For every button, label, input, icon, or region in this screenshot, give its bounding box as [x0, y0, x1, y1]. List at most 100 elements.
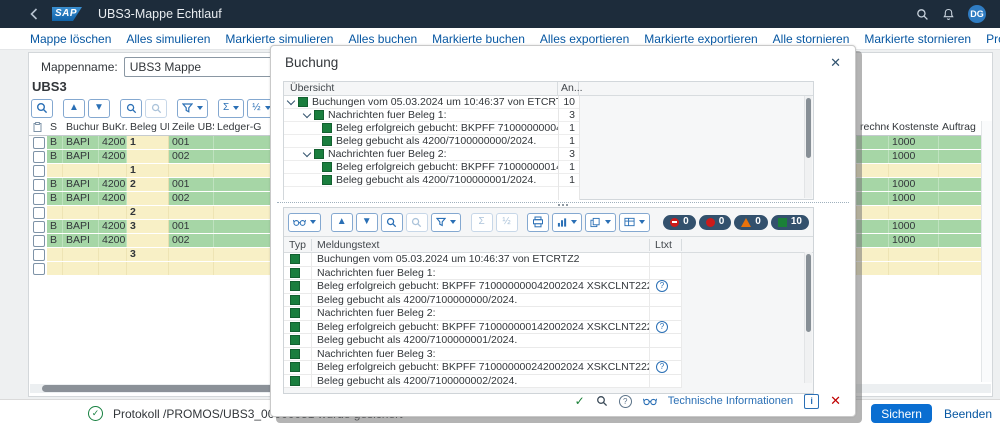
- message-row[interactable]: Beleg gebucht als 4200/7100000000/2024.: [284, 293, 813, 307]
- col-header-meldungstext[interactable]: Meldungstext: [312, 238, 650, 251]
- menu-item[interactable]: Alles simulieren: [126, 31, 211, 46]
- message-row[interactable]: Beleg gebucht als 4200/7100000001/2024.: [284, 334, 813, 348]
- col-header-bukr[interactable]: BuKr.: [99, 121, 127, 135]
- message-row[interactable]: Beleg gebucht als 4200/7100000002/2024.: [284, 374, 813, 388]
- exit-button[interactable]: Beenden: [943, 406, 992, 421]
- sort-ascending-button[interactable]: ▲: [63, 98, 85, 118]
- message-count-filter[interactable]: 0: [663, 214, 696, 230]
- overview-scrollbar[interactable]: [804, 96, 812, 198]
- row-checkbox[interactable]: [33, 193, 45, 205]
- col-header-kostenstelle[interactable]: Kostenstelle: [889, 121, 939, 135]
- row-checkbox[interactable]: [33, 151, 45, 163]
- row-checkbox[interactable]: [33, 249, 45, 261]
- col-header-rechnen[interactable]: rechnen: [857, 121, 889, 135]
- row-checkbox[interactable]: [33, 235, 45, 247]
- sort-descending-button[interactable]: ▼: [88, 98, 110, 118]
- message-count-filter[interactable]: 0: [698, 214, 732, 230]
- menu-item[interactable]: Markierte buchen: [432, 31, 525, 46]
- message-count-filter[interactable]: 0: [734, 214, 768, 230]
- bell-icon[interactable]: [942, 8, 955, 21]
- menu-item[interactable]: Markierte exportieren: [644, 31, 758, 46]
- overview-tree-row[interactable]: Beleg erfolgreich gebucht: BKPFF 7100000…: [284, 122, 813, 135]
- menu-item[interactable]: Alles buchen: [348, 31, 418, 46]
- splitter-handle[interactable]: [277, 202, 849, 209]
- overview-tree-row[interactable]: Nachrichten fuer Beleg 2: 3: [284, 148, 813, 161]
- count-col-header[interactable]: An...: [558, 82, 583, 95]
- col-header-typ[interactable]: Typ: [284, 238, 312, 251]
- close-icon[interactable]: ✕: [830, 54, 841, 70]
- find-next-button[interactable]: [145, 98, 167, 118]
- info-icon[interactable]: [804, 393, 820, 409]
- find-next-button[interactable]: [405, 212, 428, 232]
- find-button[interactable]: [120, 98, 142, 118]
- message-row[interactable]: Nachrichten fuer Beleg 1:: [284, 266, 813, 280]
- col-header-ltxt[interactable]: Ltxt: [650, 238, 682, 251]
- row-checkbox[interactable]: [33, 263, 45, 275]
- save-button[interactable]: Sichern: [871, 404, 932, 423]
- search-icon[interactable]: [916, 8, 929, 21]
- message-row[interactable]: Buchungen vom 05.03.2024 um 10:46:37 von…: [284, 253, 813, 267]
- row-checkbox[interactable]: [33, 207, 45, 219]
- sum-button[interactable]: Σ: [470, 212, 493, 232]
- subtotal-button[interactable]: ½: [495, 212, 518, 232]
- sum-button[interactable]: Σ: [218, 98, 245, 118]
- vertical-scrollbar[interactable]: [981, 121, 992, 382]
- user-avatar[interactable]: DG: [968, 5, 986, 23]
- row-checkbox[interactable]: [33, 179, 45, 191]
- message-scrollbar[interactable]: [804, 252, 812, 383]
- layout-button[interactable]: [618, 212, 650, 232]
- print-button[interactable]: [527, 212, 550, 232]
- menu-item[interactable]: Protokoll: [986, 31, 1000, 46]
- help-icon[interactable]: [618, 394, 632, 408]
- overview-tree-row[interactable]: Buchungen vom 05.03.2024 um 10:46:37 von…: [284, 96, 813, 109]
- menu-item[interactable]: Markierte stornieren: [864, 31, 972, 46]
- glasses-icon[interactable]: [642, 397, 657, 406]
- message-row[interactable]: Beleg erfolgreich gebucht: BKPFF 7100000…: [284, 280, 813, 294]
- technical-info-link[interactable]: Technische Informationen: [667, 395, 794, 407]
- cancel-icon[interactable]: ✕: [830, 393, 841, 408]
- expand-chevron-icon[interactable]: [286, 97, 296, 107]
- sort-descending-button[interactable]: ▼: [355, 212, 378, 232]
- filter-button[interactable]: [177, 98, 208, 118]
- menu-item[interactable]: Markierte simulieren: [225, 31, 334, 46]
- menu-item[interactable]: Alles exportieren: [539, 31, 630, 46]
- details-button[interactable]: [31, 98, 53, 118]
- display-button[interactable]: [288, 212, 321, 232]
- zoom-icon[interactable]: [596, 395, 608, 407]
- back-icon[interactable]: [30, 8, 38, 20]
- long-text-icon[interactable]: [656, 361, 668, 374]
- overview-tree-row[interactable]: Beleg gebucht als 4200/7100000001/2024. …: [284, 174, 813, 187]
- menu-item[interactable]: Alle stornieren: [772, 31, 850, 46]
- message-row[interactable]: Nachrichten fuer Beleg 3:: [284, 347, 813, 361]
- sort-ascending-button[interactable]: ▲: [330, 212, 353, 232]
- message-scrollbar-thumb[interactable]: [806, 254, 811, 332]
- message-row[interactable]: Nachrichten fuer Beleg 2:: [284, 307, 813, 321]
- col-header-buchung[interactable]: Buchung: [63, 121, 99, 135]
- col-header-zeile[interactable]: Zeile UBS: [169, 121, 214, 135]
- row-checkbox[interactable]: [33, 221, 45, 233]
- expand-chevron-icon[interactable]: [302, 149, 312, 159]
- copy-button[interactable]: [585, 212, 616, 232]
- find-button[interactable]: [380, 212, 403, 232]
- select-all-icon[interactable]: [29, 121, 47, 135]
- chart-button[interactable]: [552, 212, 583, 232]
- menu-item[interactable]: Mappe löschen: [30, 31, 112, 46]
- overview-tree-row[interactable]: Beleg erfolgreich gebucht: BKPFF 7100000…: [284, 161, 813, 174]
- overview-tree-row[interactable]: Nachrichten fuer Beleg 1: 3: [284, 109, 813, 122]
- message-row[interactable]: Beleg erfolgreich gebucht: BKPFF 7100000…: [284, 361, 813, 375]
- confirm-check-icon[interactable]: ✓: [574, 394, 585, 408]
- row-checkbox[interactable]: [33, 137, 45, 149]
- col-header-auftrag[interactable]: Auftrag: [939, 121, 992, 135]
- long-text-icon[interactable]: [656, 320, 668, 333]
- expand-chevron-icon[interactable]: [302, 110, 312, 120]
- overview-scrollbar-thumb[interactable]: [806, 98, 811, 158]
- overview-col-header[interactable]: Übersicht: [284, 82, 558, 95]
- overview-tree-row[interactable]: Beleg gebucht als 4200/7100000000/2024. …: [284, 135, 813, 148]
- filter-button[interactable]: [430, 212, 461, 232]
- col-header-s[interactable]: S: [47, 121, 63, 135]
- col-header-beleg[interactable]: Beleg UBS: [127, 121, 169, 135]
- row-checkbox[interactable]: [33, 165, 45, 177]
- long-text-icon[interactable]: [656, 280, 668, 293]
- message-row[interactable]: Beleg erfolgreich gebucht: BKPFF 7100000…: [284, 320, 813, 334]
- message-count-filter[interactable]: 10: [770, 214, 809, 230]
